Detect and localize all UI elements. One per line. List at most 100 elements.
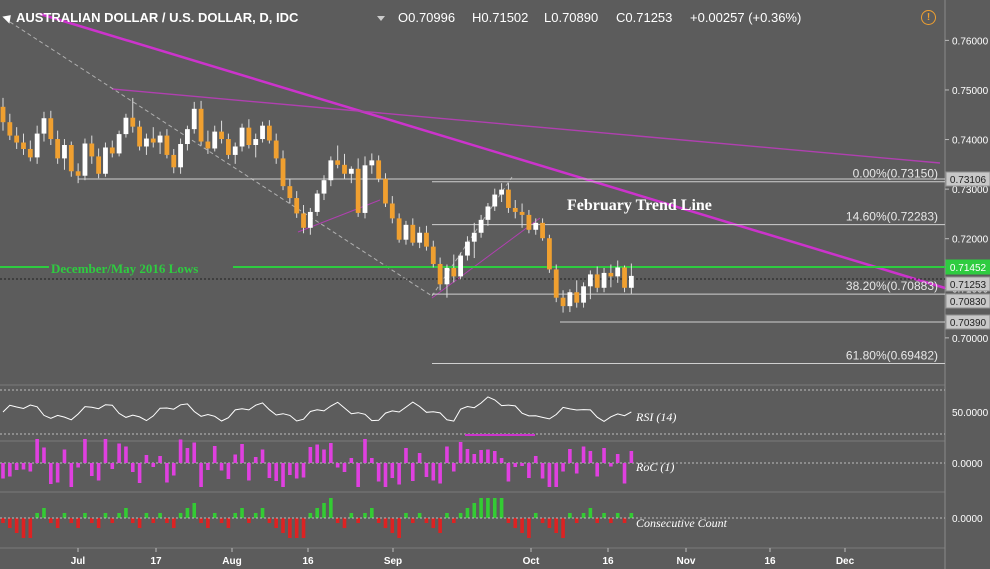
candle-body — [403, 224, 409, 240]
count-bar — [35, 513, 39, 518]
alert-icon[interactable]: ! — [921, 10, 936, 25]
count-bar — [424, 518, 429, 523]
chevron-down-icon[interactable] — [2, 12, 14, 24]
candle — [109, 140, 115, 158]
roc-bar — [1, 463, 5, 479]
candle — [396, 213, 402, 243]
roc-bar — [192, 442, 197, 463]
time-tick-label: Jul — [71, 556, 86, 567]
roc-bar — [165, 463, 169, 483]
candle-body — [574, 292, 580, 303]
candle-body — [587, 274, 593, 287]
candle-body — [601, 272, 607, 288]
candle-body — [458, 255, 464, 277]
candle — [14, 127, 20, 149]
candle — [465, 236, 470, 261]
candle-body — [157, 135, 163, 143]
candle — [519, 203, 525, 228]
candle-body — [628, 275, 634, 288]
count-bar — [267, 518, 272, 523]
roc-bar — [431, 463, 436, 481]
roc-bar — [308, 447, 313, 463]
candle — [512, 200, 518, 219]
candle-body — [34, 133, 40, 158]
candle-body — [14, 135, 20, 143]
candle — [75, 163, 81, 184]
candle — [471, 222, 477, 259]
dropdown-arrow-icon[interactable] — [377, 16, 385, 22]
count-bar — [602, 513, 606, 518]
count-bar — [581, 513, 586, 518]
candle-body — [348, 168, 354, 174]
candle-body — [622, 267, 627, 288]
roc-bar — [629, 451, 634, 463]
roc-bar — [404, 448, 408, 463]
roc-bar — [49, 463, 53, 484]
roc-bar — [527, 463, 531, 478]
candle-body — [137, 126, 142, 147]
roc-bar — [417, 453, 422, 463]
candle-body — [232, 146, 238, 155]
candle — [294, 191, 300, 218]
candle-body — [212, 131, 218, 149]
roc-bar — [342, 463, 347, 472]
roc-bar — [247, 463, 251, 481]
candle-body — [362, 165, 368, 213]
candle — [355, 158, 361, 217]
time-tick-label: 16 — [764, 556, 776, 567]
candle-body — [103, 147, 108, 174]
candle-body — [396, 218, 402, 240]
fib-level-label: 0.00%(0.73150) — [853, 167, 938, 181]
roc-bar — [568, 449, 572, 463]
candle-body — [27, 148, 33, 158]
count-bar — [574, 518, 579, 523]
roc-bar — [479, 450, 483, 463]
ohlc-close: C0.71253 — [616, 10, 673, 25]
candle — [581, 282, 586, 308]
candle — [608, 264, 614, 288]
roc-bar — [294, 463, 299, 479]
candle — [123, 113, 129, 138]
candle — [273, 133, 279, 164]
roc-bar — [411, 463, 415, 481]
roc-bar — [595, 463, 600, 477]
roc-bar — [438, 463, 442, 484]
roc-bar — [499, 458, 504, 463]
candle — [82, 138, 88, 181]
roc-bar — [301, 463, 306, 478]
roc-bar — [574, 463, 579, 474]
count-bar — [595, 518, 600, 523]
roc-bar — [212, 446, 217, 463]
count-bar — [315, 508, 319, 518]
count-bar — [438, 518, 442, 533]
count-bar — [117, 513, 121, 518]
candle — [34, 125, 40, 164]
candle — [622, 265, 627, 293]
candle-body — [526, 214, 532, 230]
count-bar — [520, 518, 524, 533]
symbol-title[interactable]: AUSTRALIAN DOLLAR / U.S. DOLLAR, D, IDC — [16, 10, 299, 25]
count-bar — [226, 518, 231, 528]
roc-bar — [35, 439, 39, 463]
candle-body — [191, 108, 197, 130]
price-tick-label: 0.75000 — [952, 86, 989, 97]
count-bar — [376, 518, 381, 523]
candle-body — [68, 145, 74, 172]
candle — [68, 141, 74, 177]
candle — [389, 196, 395, 224]
candle — [225, 133, 231, 159]
count-bar — [69, 518, 74, 523]
roc-bar — [513, 463, 518, 467]
candle — [594, 266, 600, 293]
candle — [424, 225, 429, 251]
count-bar — [103, 513, 108, 518]
ohlc-open: O0.70996 — [398, 10, 456, 25]
candle-body — [144, 138, 149, 147]
time-tick-label: 17 — [150, 556, 162, 567]
roc-bar — [137, 463, 142, 483]
roc-bar — [253, 457, 258, 463]
candle — [628, 263, 634, 294]
ohlc-high: H0.71502 — [472, 10, 529, 25]
roc-bar — [465, 449, 470, 463]
